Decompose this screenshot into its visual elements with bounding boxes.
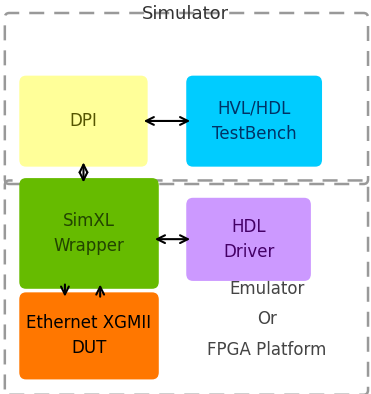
Text: DPI: DPI [69, 112, 98, 130]
Text: HVL/HDL
TestBench: HVL/HDL TestBench [212, 100, 296, 143]
Text: Simulator: Simulator [142, 5, 229, 23]
Text: SimXL
Wrapper: SimXL Wrapper [53, 212, 125, 255]
FancyBboxPatch shape [19, 178, 159, 289]
FancyBboxPatch shape [186, 198, 311, 281]
FancyBboxPatch shape [19, 292, 159, 379]
Text: HDL
Driver: HDL Driver [223, 218, 274, 261]
FancyBboxPatch shape [186, 76, 322, 167]
Text: Emulator
Or
FPGA Platform: Emulator Or FPGA Platform [207, 279, 327, 359]
FancyBboxPatch shape [19, 76, 148, 167]
Text: Ethernet XGMII
DUT: Ethernet XGMII DUT [26, 314, 152, 357]
